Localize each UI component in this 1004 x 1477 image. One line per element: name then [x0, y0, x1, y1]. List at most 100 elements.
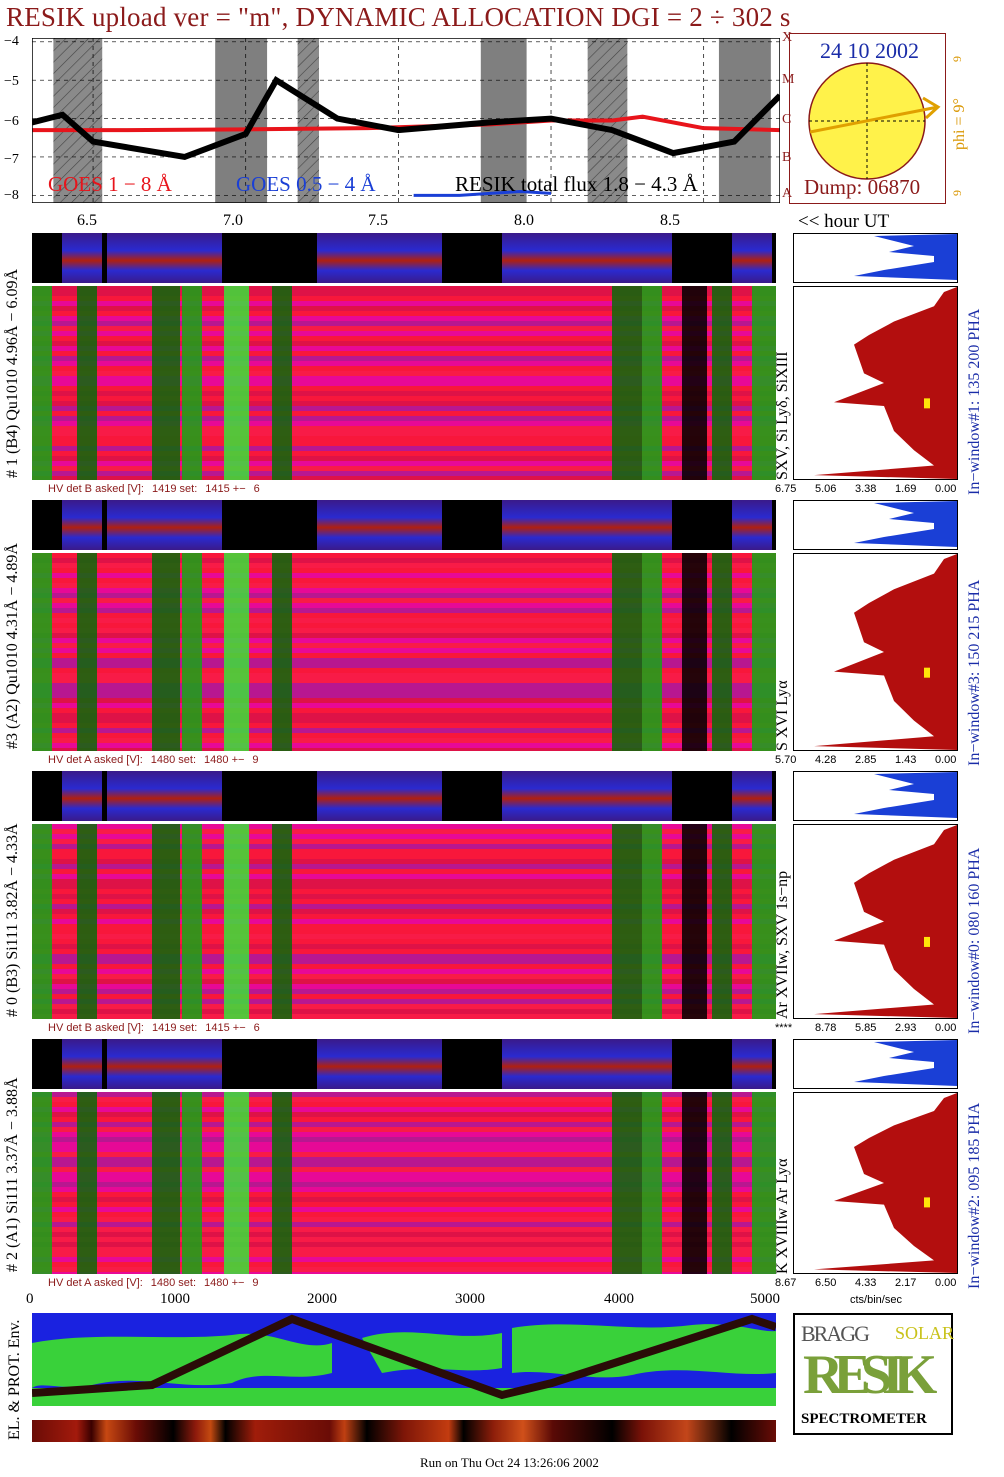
line-profile: [793, 824, 958, 1019]
legend-resik: RESIK total flux 1.8 − 4.3 Å: [455, 172, 698, 196]
profile-xtick: 0.00: [935, 1277, 957, 1289]
hour-tick-1: 6.5: [77, 212, 97, 229]
bottom-xtick-3: 3000: [455, 1291, 485, 1307]
hour-label: << hour UT: [798, 211, 890, 232]
sun-dump: Dump: 06870: [804, 175, 921, 199]
line-profile: [793, 1092, 958, 1274]
profile-xtick: 2.85: [855, 754, 877, 766]
hv-line: HV det A asked [V]: 1480 set: 1480 +− 9: [48, 1277, 267, 1289]
env-map: [32, 1313, 776, 1406]
line-label: S XVI Lyα: [774, 680, 791, 751]
pha-histogram: [793, 233, 958, 283]
sun-tick-top: 9: [950, 56, 964, 62]
goes-ytick-4: −7: [4, 152, 19, 167]
env-map-svg: [32, 1314, 776, 1406]
pha-strip: [32, 233, 776, 283]
gap-band: [297, 38, 319, 203]
pha-histogram: [793, 1039, 958, 1089]
hv-line: HV det A asked [V]: 1480 set: 1480 +− 9: [48, 754, 267, 766]
line-label: Ar XVIIw, SXV 1s−np: [774, 870, 791, 1019]
goes-ytick-3: −6: [4, 114, 19, 129]
line-label: SXV, Si Lyδ, SiXIII: [774, 351, 791, 480]
page-title: RESIK upload ver = "m", DYNAMIC ALLOCATI…: [6, 2, 791, 32]
goes-chart-svg: [31, 37, 783, 204]
profile-xtick: 1.69: [895, 483, 917, 495]
logo-resik: RESIK: [803, 1344, 937, 1406]
logo-spectrometer: SPECTROMETER: [801, 1411, 927, 1427]
bottom-xtick-5: 5000: [750, 1291, 780, 1307]
hv-text: 1419 set:: [152, 1022, 198, 1034]
line-label: K XVIIIw Ar Lyα: [774, 1158, 791, 1274]
profile-xtick: 6.75: [775, 483, 797, 495]
env-label: EL. & PROT. Env.: [6, 1319, 23, 1440]
goes-class-x: X: [782, 30, 793, 45]
resik-logo: BRAGG RESIK SOLAR SPECTROMETER: [793, 1313, 955, 1435]
profile-xtick: ****: [775, 1022, 793, 1034]
env-stripe: [32, 1420, 776, 1442]
spectrum-image: [32, 553, 776, 751]
profile-xtick: 2.93: [895, 1022, 917, 1034]
goes-series-line: [31, 76, 783, 161]
profile-xtick: 5.70: [775, 754, 797, 766]
goes-ytick-1: −4: [4, 34, 19, 49]
sun-arrow-head: [922, 96, 941, 120]
sun-phi-arrow: [809, 105, 939, 134]
legend-goes2: GOES 0.5 − 4 Å: [236, 172, 376, 196]
hv-text: 1480 set:: [150, 754, 197, 766]
goes-ytick-5: −8: [4, 188, 19, 203]
detector-label: # 0 (B3) Si111 3.82Å − 4.33Å: [4, 823, 21, 1017]
hour-tick-3: 7.5: [368, 212, 388, 229]
detector-label: # 2 (A1) Si111 3.37Å − 3.88Å: [4, 1077, 21, 1273]
profile-xtick: 4.28: [815, 754, 837, 766]
sun-box: 24 10 2002 Dump: 06870: [789, 33, 946, 204]
hour-tick-5: 8.5: [660, 212, 680, 229]
goes-class-m: M: [782, 72, 795, 87]
sun-svg: [808, 62, 941, 180]
hv-text: 6: [253, 483, 260, 495]
line-profile: [793, 286, 958, 480]
profile-xtick: 0.00: [935, 1022, 957, 1034]
sun-phi: phi = 9°: [951, 98, 968, 150]
hv-text: 9: [252, 1277, 259, 1289]
hv-text: HV det A asked [V]:: [48, 1277, 143, 1289]
goes-ytick-2: −5: [4, 74, 19, 89]
cts-label: cts/bin/sec: [850, 1294, 902, 1306]
window-label: In−window#2: 095 185 PHA: [966, 1102, 983, 1289]
sun-tick-bottom: 9: [950, 190, 964, 196]
profile-xtick: 1.43: [895, 754, 917, 766]
gap-band: [215, 38, 268, 203]
spectrum-image: [32, 286, 776, 480]
hv-text: HV det B asked [V]:: [48, 483, 144, 495]
profile-xtick: 3.38: [855, 483, 877, 495]
window-label: In−window#0: 080 160 PHA: [966, 847, 983, 1034]
pha-histogram: [793, 771, 958, 821]
bottom-xtick-2: 2000: [307, 1291, 337, 1307]
window-label: In−window#1: 135 200 PHA: [966, 308, 983, 495]
hv-line: HV det B asked [V]: 1419 set: 1415 +− 6: [48, 483, 268, 495]
sun-date: 24 10 2002: [820, 38, 919, 63]
profile-xtick: 0.00: [935, 754, 957, 766]
profile-xtick: 6.50: [815, 1277, 837, 1289]
profile-xtick: 5.85: [855, 1022, 877, 1034]
pha-strip: [32, 500, 776, 550]
hv-text: HV det B asked [V]:: [48, 1022, 144, 1034]
goes-series-line: [413, 189, 552, 197]
logo-solar: SOLAR: [895, 1323, 955, 1343]
spectrum-image: [32, 824, 776, 1019]
hv-text: HV det A asked [V]:: [48, 754, 143, 766]
goes-class-c: C: [782, 112, 792, 127]
legend-goes1: GOES 1 − 8 Å: [48, 172, 172, 196]
hv-text: 6: [253, 1022, 260, 1034]
profile-xtick: 5.06: [815, 483, 837, 495]
orbit-track: [32, 1314, 776, 1400]
hour-tick-4: 8.0: [514, 212, 534, 229]
pha-strip: [32, 771, 776, 821]
spectrum-image: [32, 1092, 776, 1274]
profile-xtick: 8.67: [775, 1277, 797, 1289]
bottom-xtick-4: 4000: [604, 1291, 634, 1307]
hv-text: 1480 set:: [150, 1277, 197, 1289]
hv-text: 1415 +−: [205, 1022, 246, 1034]
hv-text: 9: [252, 754, 259, 766]
bottom-xtick-0: 0: [26, 1291, 34, 1307]
goes-plot: [31, 37, 783, 204]
